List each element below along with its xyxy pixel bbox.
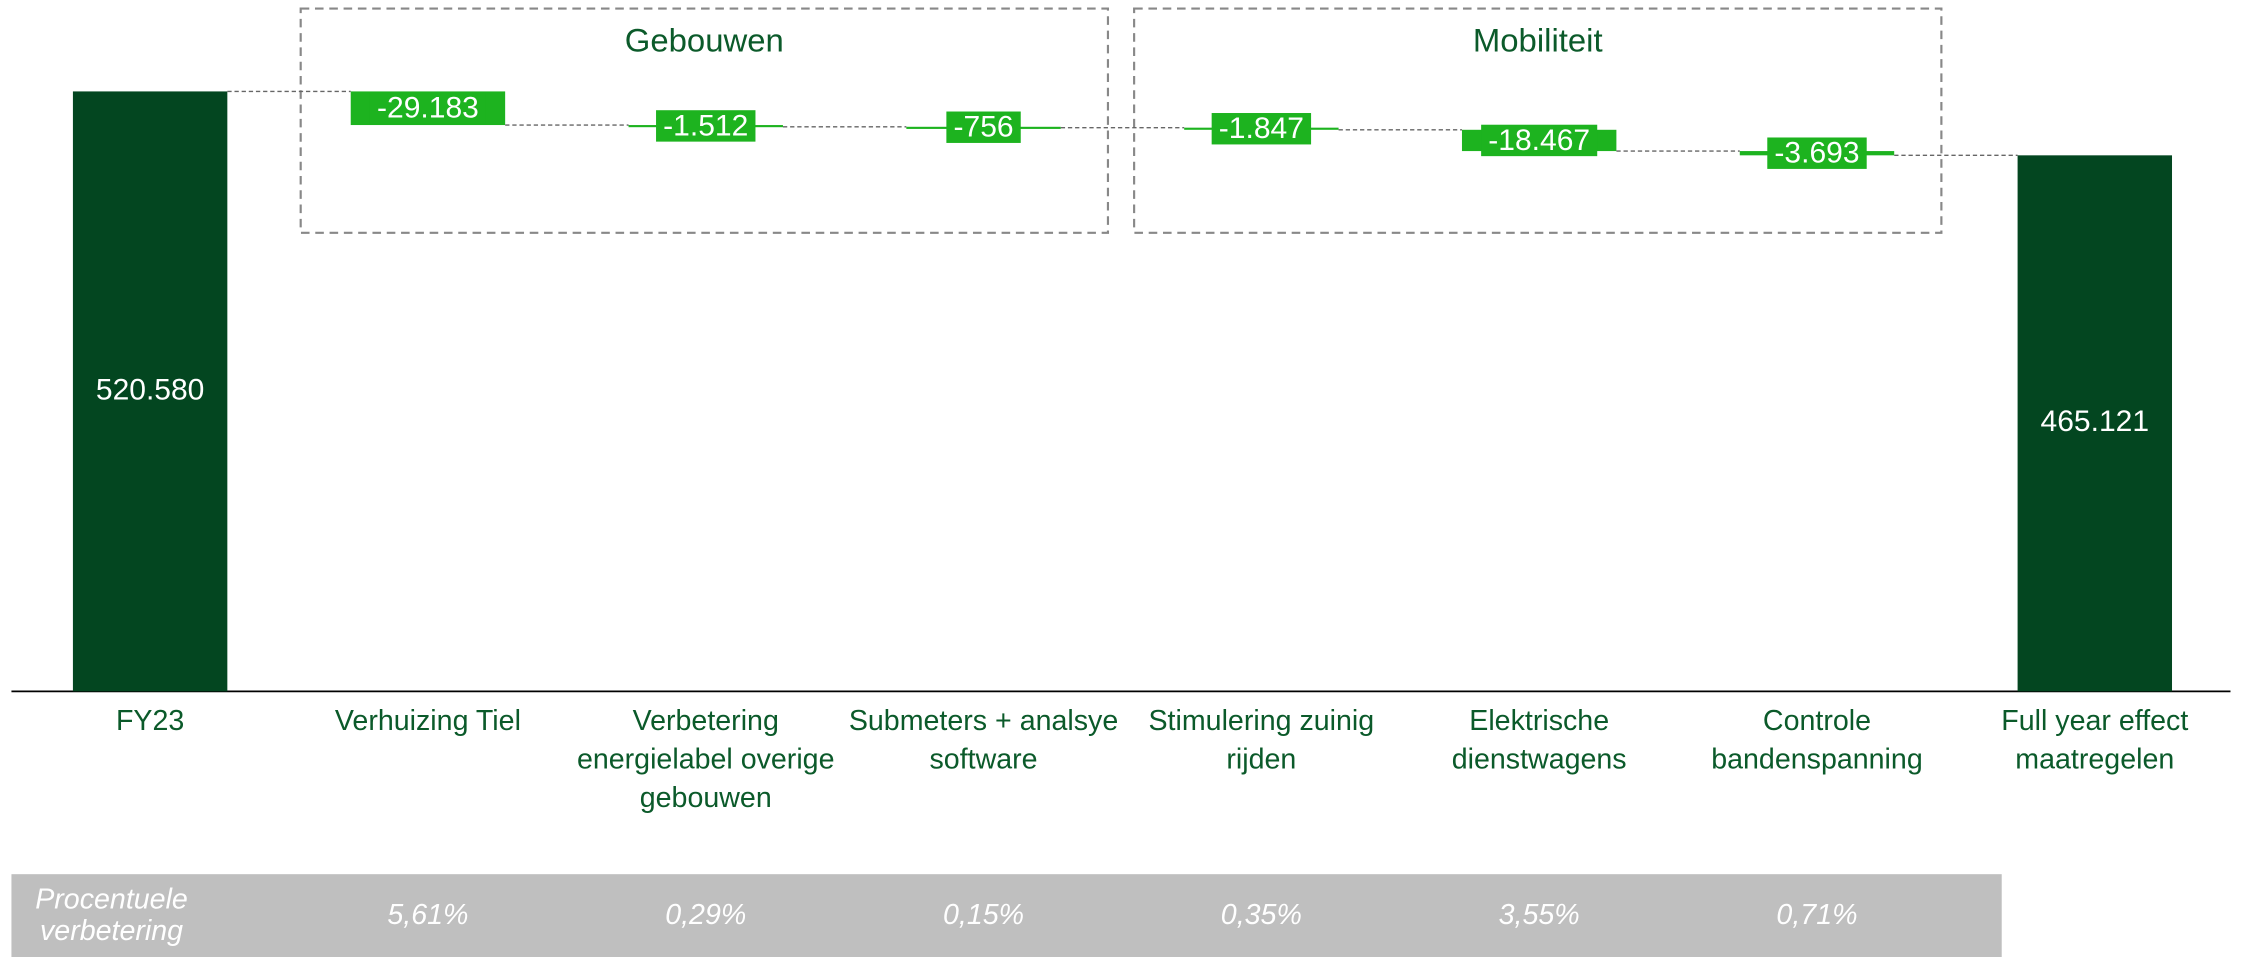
percent-cell: 0,15% — [942, 899, 1025, 932]
group-label: Gebouwen — [625, 22, 784, 59]
value-label-bg — [1481, 124, 1598, 157]
x-tick-label: Controle bandenspanning — [1711, 705, 1923, 776]
value-label: 465.121 — [2041, 405, 2150, 438]
total-bar — [2017, 155, 2173, 692]
value-label: -3.693 — [1774, 137, 1859, 170]
group-label: Mobiliteit — [1473, 22, 1603, 59]
x-tick-label: Stimulering zuinig rijden — [1148, 705, 1375, 776]
x-tick-label: Elektrische dienstwagens — [1451, 705, 1627, 776]
percent-row-label: Procentuele verbetering — [35, 884, 188, 948]
value-label-bg — [1767, 137, 1867, 169]
percent-band — [11, 874, 2002, 957]
value-label: -29.183 — [377, 92, 479, 125]
value-label: -1.512 — [663, 109, 748, 142]
percent-cell: 5,61% — [387, 899, 469, 932]
value-label: -1.847 — [1219, 112, 1304, 145]
value-label: 520.580 — [96, 373, 205, 406]
value-label-bg — [369, 92, 486, 124]
percent-cell: 0,29% — [665, 899, 747, 932]
x-tick-label: FY23 — [115, 705, 185, 738]
value-label: -756 — [954, 111, 1014, 144]
group-box — [299, 7, 1110, 234]
percent-cell: 0,71% — [1776, 899, 1858, 932]
x-tick-label: Verbetering energielabel overige gebouwe… — [576, 705, 835, 815]
group-box — [1133, 7, 1943, 234]
x-tick-label: Full year effect maatregelen — [2001, 705, 2189, 776]
value-label-bg — [946, 111, 1021, 143]
percent-cell: 0,35% — [1220, 899, 1302, 932]
x-tick-label: Submeters + analsye software — [848, 705, 1119, 776]
value-label-bg — [1211, 113, 1312, 145]
total-bar — [72, 91, 228, 692]
value-label-bg — [656, 110, 756, 142]
value-label: -18.467 — [1488, 124, 1590, 157]
x-tick-label: Verhuizing Tiel — [334, 705, 521, 738]
percent-cell: 3,55% — [1498, 899, 1580, 932]
